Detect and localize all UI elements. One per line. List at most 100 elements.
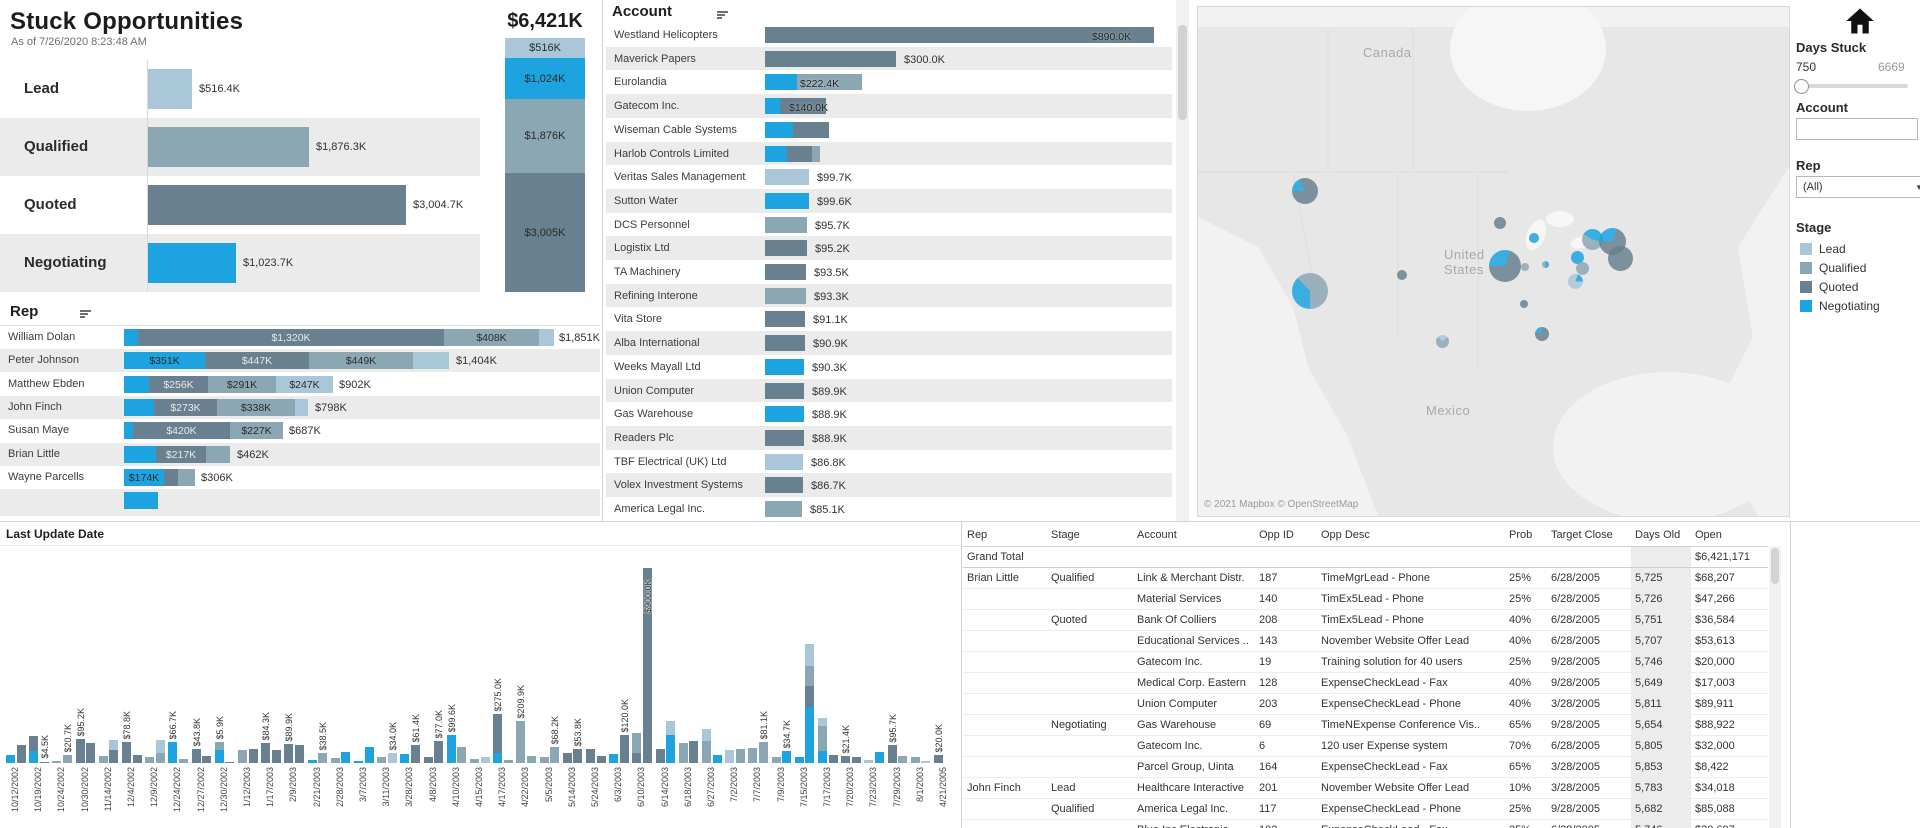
table-row[interactable]: Medical Corp. Eastern 128 ExpenseCheckLead… <box>963 672 1768 694</box>
funnel-row-quoted[interactable]: Quoted $3,004.7K <box>0 176 480 234</box>
rep-bar[interactable]: $351K $447K $449K <box>124 352 449 369</box>
account-bar-segment-quoted[interactable] <box>765 27 1154 43</box>
update-bar[interactable] <box>875 752 884 763</box>
update-bar[interactable] <box>40 761 49 763</box>
funnel-bar[interactable] <box>148 243 236 283</box>
table-row[interactable]: Qualified America Legal Inc. 117 ExpenseChe… <box>963 798 1768 820</box>
rep-bar-segment-negotiating[interactable] <box>124 422 133 439</box>
update-bar[interactable] <box>249 749 258 763</box>
table-header-opp-desc[interactable]: Opp Desc <box>1317 524 1505 547</box>
update-bar[interactable] <box>341 752 350 763</box>
rep-bar[interactable]: $420K $227K <box>124 422 283 439</box>
rep-row[interactable]: John Finch $273K $338K $798K <box>0 396 600 419</box>
update-bar[interactable] <box>365 747 374 763</box>
account-bar-segment-quoted[interactable] <box>793 122 829 138</box>
account-row[interactable]: TBF Electrical (UK) Ltd $86.8K <box>606 450 1172 474</box>
account-row[interactable]: Harlob Controls Limited <box>606 142 1172 166</box>
account-bar[interactable] <box>765 98 826 114</box>
funnel-bar[interactable] <box>148 69 192 109</box>
rep-bar-segment-negotiating[interactable] <box>124 376 149 393</box>
rep-bar-segment-quoted[interactable]: $256K <box>149 376 208 393</box>
account-bar-segment-negotiating[interactable] <box>765 406 804 422</box>
update-bar[interactable] <box>17 745 26 763</box>
update-bar[interactable] <box>504 760 513 763</box>
map-bubble[interactable] <box>1541 260 1549 268</box>
update-bar[interactable] <box>388 753 397 763</box>
rep-bar[interactable]: $273K $338K <box>124 399 308 416</box>
rep-bar[interactable]: $1,320K $408K <box>124 329 554 346</box>
stage-legend-item-qualified[interactable]: Qualified <box>1800 261 1880 275</box>
update-bar[interactable] <box>76 739 85 763</box>
account-row[interactable]: Refining Interone $93.3K <box>606 284 1172 308</box>
rep-row[interactable]: Susan Maye $420K $227K $687K <box>0 419 600 442</box>
rep-bar-segment-negotiating[interactable] <box>124 399 154 416</box>
rep-bar[interactable]: $256K $291K $247K <box>124 376 333 393</box>
account-bar[interactable] <box>765 217 807 233</box>
account-bar-segment-negotiating[interactable] <box>765 122 793 138</box>
account-bar-segment-quoted[interactable] <box>765 51 896 67</box>
rep-bar-segment-lead[interactable]: $247K <box>276 376 333 393</box>
map-bubble[interactable] <box>1494 217 1506 229</box>
update-bar[interactable] <box>597 756 606 763</box>
account-row[interactable]: Veritas Sales Management $99.7K <box>606 165 1172 189</box>
update-bar[interactable] <box>656 749 665 763</box>
account-bar-segment-lead[interactable] <box>765 169 809 185</box>
account-bar[interactable] <box>765 240 807 256</box>
update-bar[interactable] <box>864 760 873 763</box>
rep-bar-segment-lead[interactable] <box>413 352 449 369</box>
update-bar[interactable] <box>457 747 466 763</box>
stage-legend-item-negotiating[interactable]: Negotiating <box>1800 299 1880 313</box>
account-scrollbar-thumb[interactable] <box>1178 25 1187 120</box>
map-bubble[interactable] <box>1570 250 1584 264</box>
table-header-rep[interactable]: Rep <box>963 524 1047 547</box>
update-bar[interactable] <box>679 743 688 763</box>
update-bar[interactable] <box>563 753 572 763</box>
rep-bar[interactable]: $217K <box>124 446 230 463</box>
table-row[interactable]: Blue Inc Electronic102ExpenseCheckLead -… <box>963 819 1768 828</box>
update-bar[interactable] <box>573 749 582 763</box>
map-bubble[interactable] <box>1292 273 1328 309</box>
update-bar[interactable] <box>643 568 652 763</box>
account-row[interactable]: Wiseman Cable Systems <box>606 118 1172 142</box>
rep-bar[interactable]: $174K <box>124 469 195 486</box>
update-bar[interactable] <box>911 757 920 763</box>
update-bar[interactable] <box>109 740 118 763</box>
map-bubble[interactable] <box>1521 263 1529 271</box>
account-bar[interactable] <box>765 359 804 375</box>
update-bar[interactable] <box>550 747 559 763</box>
update-bar[interactable] <box>666 721 675 763</box>
table-scrollbar-thumb[interactable] <box>1771 548 1779 584</box>
rep-sort-icon[interactable] <box>80 310 93 321</box>
total-bar-segment-quoted[interactable]: $3,005K <box>505 173 585 292</box>
table-scrollbar[interactable] <box>1769 546 1781 828</box>
account-bar[interactable] <box>765 51 896 67</box>
update-bar[interactable] <box>609 754 618 763</box>
update-bar[interactable] <box>805 644 814 763</box>
stage-legend-item-lead[interactable]: Lead <box>1800 242 1880 256</box>
account-bar-segment-quoted[interactable] <box>765 311 805 327</box>
update-bar[interactable] <box>516 721 525 763</box>
update-bar[interactable] <box>179 759 188 763</box>
update-bar[interactable] <box>215 742 224 763</box>
account-bar-segment-qualified[interactable] <box>765 501 802 517</box>
update-bar[interactable] <box>272 750 281 763</box>
update-bar[interactable] <box>736 749 745 763</box>
rep-row[interactable]: William Dolan $1,320K $408K $1,851K <box>0 326 600 349</box>
total-bar-segment-lead[interactable]: $516K <box>505 38 585 58</box>
account-bar[interactable] <box>765 406 804 422</box>
account-row[interactable]: Gatecom Inc. $140.0K <box>606 94 1172 118</box>
update-bar[interactable] <box>632 733 641 763</box>
account-bar-segment-quoted[interactable] <box>780 98 826 114</box>
update-bar[interactable] <box>713 755 722 763</box>
funnel-bar[interactable] <box>148 127 309 167</box>
rep-bar-segment-qualified[interactable] <box>206 446 230 463</box>
account-bar[interactable] <box>765 74 862 90</box>
rep-bar-segment-qualified[interactable] <box>178 469 195 486</box>
rep-row-partial[interactable] <box>0 489 600 516</box>
account-bar-segment-negotiating[interactable] <box>765 359 804 375</box>
account-bar-segment-negotiating[interactable] <box>765 98 780 114</box>
rep-bar-segment-lead[interactable] <box>295 399 308 416</box>
map-bubble[interactable] <box>1489 250 1521 282</box>
account-row[interactable]: Volex Investment Systems $86.7K <box>606 473 1172 497</box>
account-bar[interactable] <box>765 146 820 162</box>
